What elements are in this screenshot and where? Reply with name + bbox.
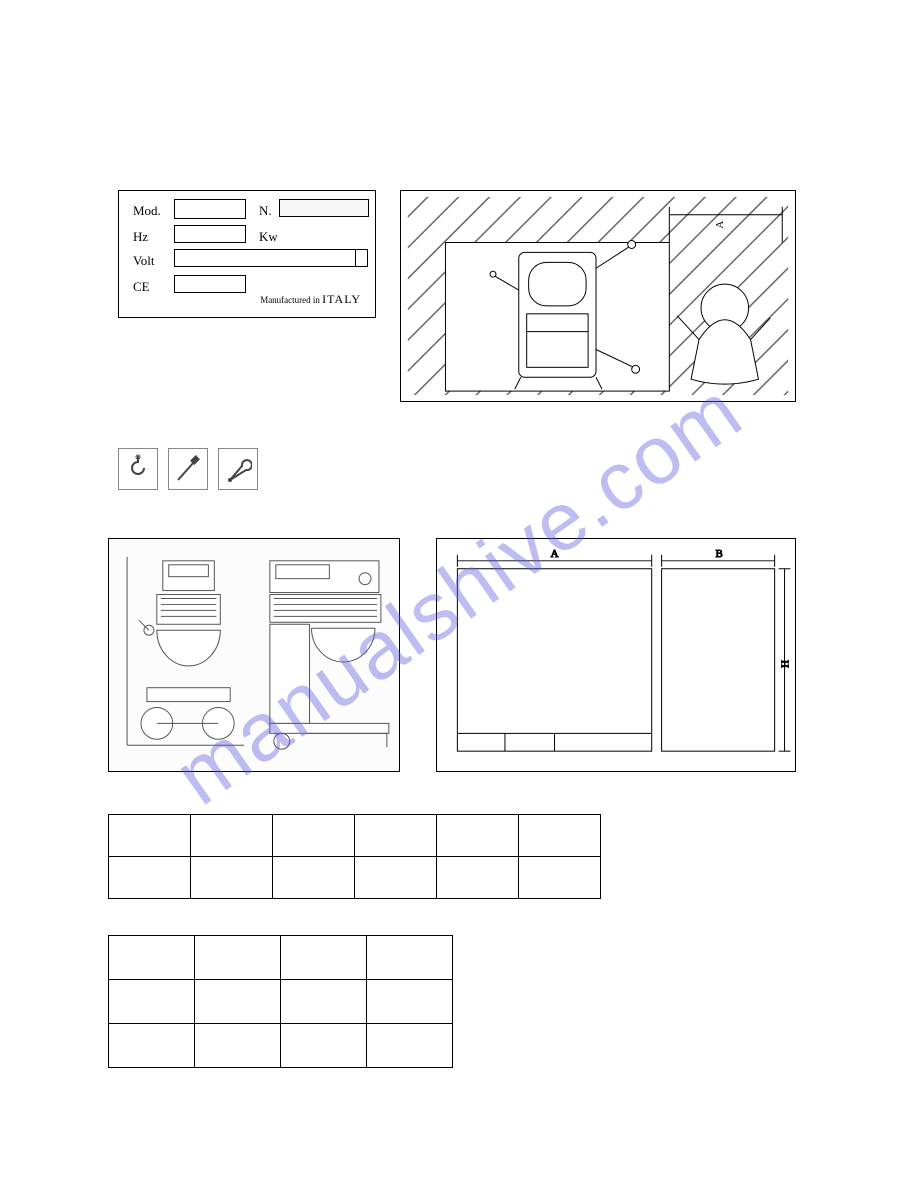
cell (109, 815, 191, 857)
cell (195, 980, 281, 1024)
made-in-prefix: Manufactured in (260, 295, 320, 305)
dim-a-label: A (714, 221, 726, 229)
packaging-dimensions-panel: A B H (436, 538, 796, 772)
spec-table-2 (108, 935, 453, 1068)
nameplate-panel: Mod. N. Hz Kw Volt CE Manufactured in IT… (118, 190, 376, 318)
packaging-svg: A B H (437, 539, 795, 771)
nameplate-ce-label: CE (133, 279, 150, 295)
machine-views-panel (108, 538, 400, 772)
table-row (109, 1024, 453, 1068)
nameplate-mod-label: Mod. (133, 203, 161, 219)
cell (273, 857, 355, 899)
cell (191, 815, 273, 857)
cell (367, 980, 453, 1024)
hook-icon (118, 448, 158, 490)
cell (109, 1024, 195, 1068)
svg-text:A: A (551, 548, 559, 560)
svg-text:B: B (715, 548, 722, 560)
operator-svg: A (401, 191, 795, 401)
nameplate-hz-field (174, 225, 246, 243)
nameplate-mod-field (174, 199, 246, 219)
nameplate-volt-label: Volt (133, 253, 154, 269)
cell (109, 857, 191, 899)
page: Mod. N. Hz Kw Volt CE Manufactured in IT… (0, 0, 918, 1188)
cell (109, 936, 195, 980)
cell (191, 857, 273, 899)
nameplate-ce-field (174, 275, 246, 293)
cell (281, 980, 367, 1024)
table-row (109, 980, 453, 1024)
nameplate-volt-field-2 (356, 249, 368, 267)
table-row (109, 857, 601, 899)
cell (195, 1024, 281, 1068)
cell (195, 936, 281, 980)
cell (281, 1024, 367, 1068)
tool-icons-row (118, 448, 258, 490)
spec-table-1 (108, 814, 601, 899)
cell (437, 857, 519, 899)
svg-text:H: H (780, 660, 792, 668)
cell (367, 936, 453, 980)
nameplate-made-in: Manufactured in ITALY (260, 292, 361, 307)
operator-clearance-diagram: A (400, 190, 796, 402)
cell (355, 857, 437, 899)
cell (355, 815, 437, 857)
wrench-icon (218, 448, 258, 490)
made-in-country: ITALY (322, 292, 361, 306)
cell (437, 815, 519, 857)
nameplate-hz-label: Hz (133, 229, 148, 245)
screwdriver-icon (168, 448, 208, 490)
table-row (109, 936, 453, 980)
cell (273, 815, 355, 857)
machine-svg (109, 539, 399, 771)
nameplate-kw-label: Kw (259, 229, 278, 245)
cell (519, 857, 601, 899)
nameplate-n-field (279, 199, 369, 217)
cell (281, 936, 367, 980)
cell (367, 1024, 453, 1068)
nameplate-n-label: N. (259, 203, 272, 219)
cell (519, 815, 601, 857)
nameplate-volt-field (174, 249, 356, 267)
cell (109, 980, 195, 1024)
table-row (109, 815, 601, 857)
